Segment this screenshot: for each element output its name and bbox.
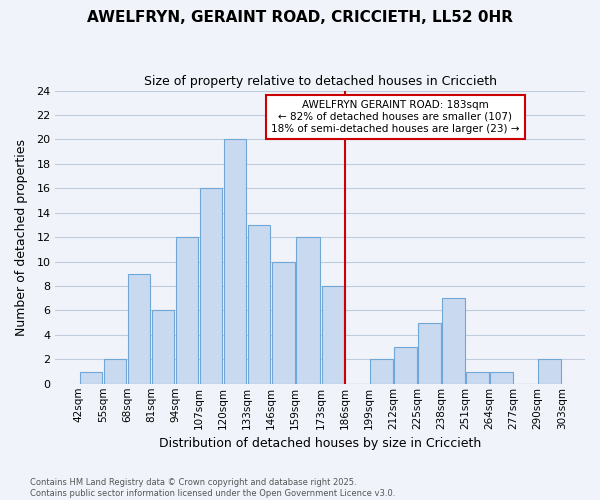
Bar (418, 322, 440, 384)
Bar (466, 372, 489, 384)
Title: Size of property relative to detached houses in Criccieth: Size of property relative to detached ho… (144, 75, 497, 88)
Bar (200, 188, 223, 384)
Bar (80, 372, 102, 384)
Text: AWELFRYN GERAINT ROAD: 183sqm
← 82% of detached houses are smaller (107)
18% of : AWELFRYN GERAINT ROAD: 183sqm ← 82% of d… (271, 100, 520, 134)
Bar (176, 237, 198, 384)
Bar (104, 360, 126, 384)
Bar (224, 140, 247, 384)
Bar (272, 262, 295, 384)
Bar (370, 360, 392, 384)
Text: Contains HM Land Registry data © Crown copyright and database right 2025.
Contai: Contains HM Land Registry data © Crown c… (30, 478, 395, 498)
Bar (296, 237, 320, 384)
Bar (442, 298, 465, 384)
X-axis label: Distribution of detached houses by size in Criccieth: Distribution of detached houses by size … (159, 437, 481, 450)
Bar (538, 360, 561, 384)
Bar (152, 310, 174, 384)
Bar (490, 372, 513, 384)
Bar (128, 274, 150, 384)
Text: AWELFRYN, GERAINT ROAD, CRICCIETH, LL52 0HR: AWELFRYN, GERAINT ROAD, CRICCIETH, LL52 … (87, 10, 513, 25)
Bar (394, 347, 416, 384)
Bar (322, 286, 344, 384)
Bar (248, 225, 271, 384)
Y-axis label: Number of detached properties: Number of detached properties (15, 138, 28, 336)
